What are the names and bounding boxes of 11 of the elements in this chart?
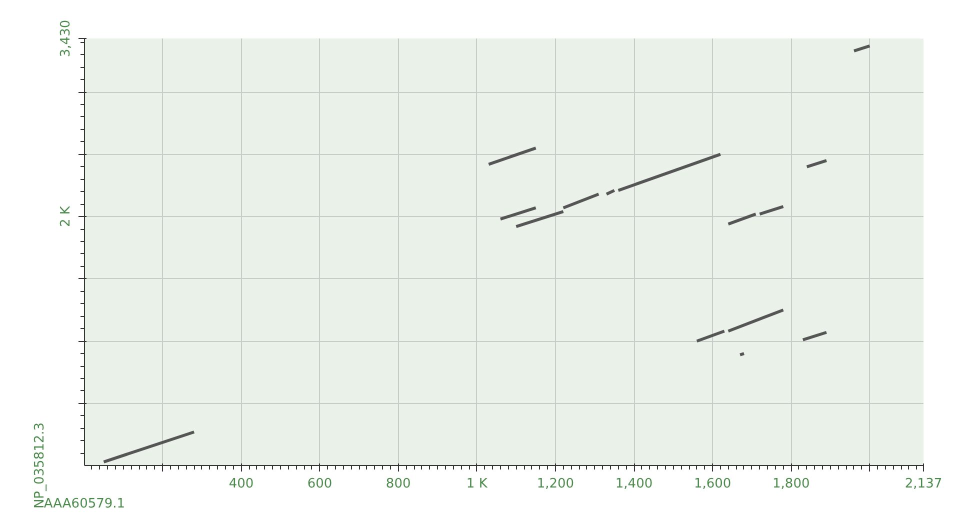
x-tick-label: 800 (386, 476, 411, 492)
x-tick-label: 1 K (466, 476, 488, 492)
y-tick-label: 3,430 (58, 20, 74, 58)
x-tick-label: 1,600 (694, 476, 732, 492)
y-tick-label: 2 K (58, 206, 74, 228)
x-tick-label: 600 (307, 476, 332, 492)
x-tick-label: 1,800 (772, 476, 810, 492)
x-tick-label: 2,137 (904, 476, 942, 492)
x-tick-label: 1,400 (615, 476, 653, 492)
x-tick-label: 400 (228, 476, 254, 492)
x-tick-label: 1,200 (536, 476, 574, 492)
